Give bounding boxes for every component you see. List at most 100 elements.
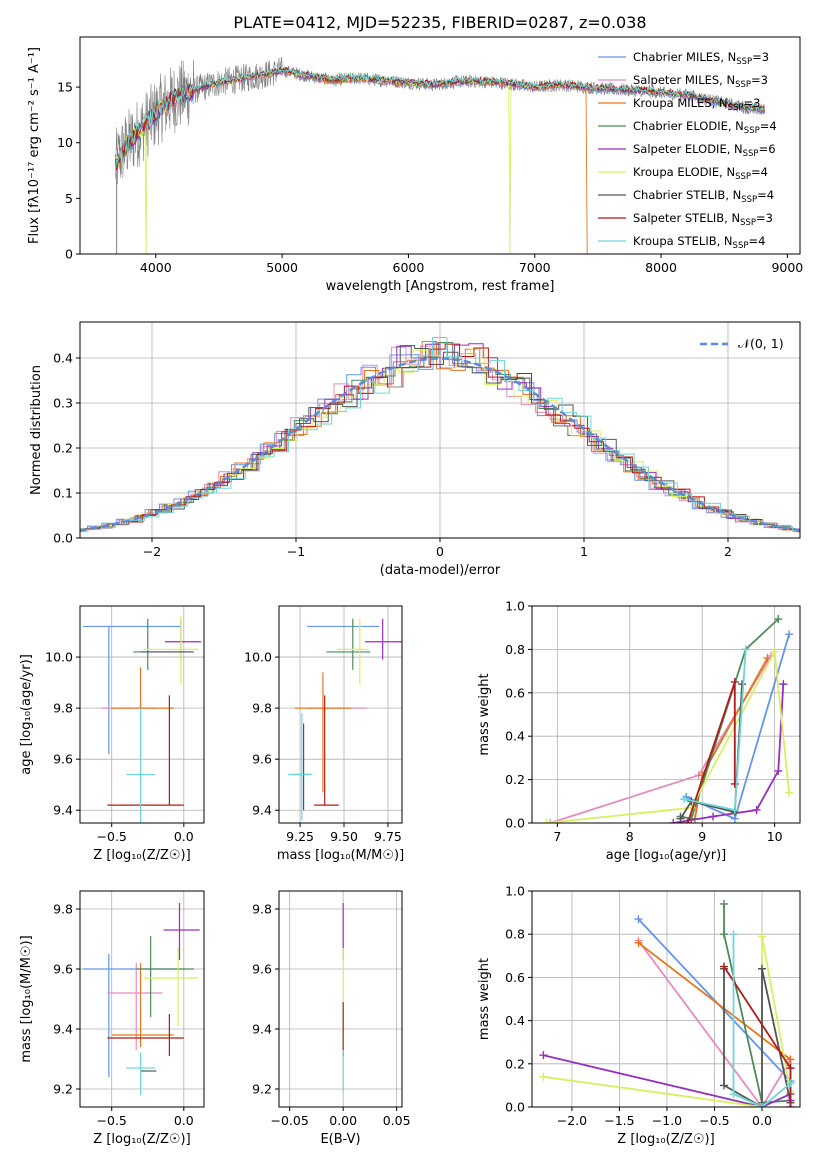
axes-frame xyxy=(531,605,801,824)
y-tick-label: 9.4 xyxy=(252,803,272,818)
y-tick-label: 0.8 xyxy=(505,642,525,657)
legend-label: Kroupa ELODIE, NSSP=4 xyxy=(633,165,768,182)
legend-label: Chabrier MILES, NSSP=3 xyxy=(633,50,769,67)
y-axis-label: Normed distribution xyxy=(29,365,44,495)
axes-frame xyxy=(79,36,801,255)
x-axis-label: Z [log₁₀(Z/Z☉)] xyxy=(617,1132,714,1147)
y-axis-label: age [log₁₀(age/yr)] xyxy=(19,654,34,775)
panel-age-vs-Z: −0.5 0.0 9.4 9.6 9.8 10.0 Z [log₁₀(Z/Z☉)] age [… xyxy=(19,605,205,863)
x-tick-label: 6000 xyxy=(393,260,425,275)
y-tick-label: 9.4 xyxy=(252,1022,272,1037)
x-tick-label: 0.05 xyxy=(383,1113,411,1128)
mass-weight-marker xyxy=(719,899,728,908)
y-tick-label: 0.2 xyxy=(53,441,73,456)
mass-weight-marker xyxy=(786,1103,795,1107)
y-tick-label: 9.8 xyxy=(53,701,73,716)
x-tick-label: 9.25 xyxy=(286,829,314,844)
mass-weight-marker xyxy=(730,677,739,686)
panel-mass-weight-vs-age: 7 8 9 10 0.0 0.2 0.4 0.6 0.8 1.0 age [log₁₀(age/yr… xyxy=(477,599,801,863)
legend: Chabrier MILES, NSSP=3 Salpeter MILES, NS… xyxy=(598,50,777,251)
x-axis-label: Z [log₁₀(Z/Z☉)] xyxy=(93,848,190,863)
axes-frame xyxy=(79,890,205,1108)
mass-weight-marker xyxy=(729,930,738,939)
x-tick-label: −0.5 xyxy=(699,1113,729,1128)
mass-weight-marker xyxy=(757,932,766,941)
x-tick-label: 0.00 xyxy=(329,1113,357,1128)
plot-area xyxy=(82,616,202,823)
panel-mass-vs-Z: −0.5 0.0 9.2 9.4 9.6 9.8 Z [log₁₀(Z/Z☉)] mass [… xyxy=(19,890,205,1147)
x-axis-label: E(B-V) xyxy=(320,1132,360,1147)
mass-weight-marker xyxy=(786,1064,795,1073)
panel-mass-weight-vs-Z: −2.0 −1.5 −1.0 −0.5 0.0 0.0 0.2 0.4 0.6 0.8 1.0 Z [… xyxy=(477,884,801,1147)
y-tick-label: 9.6 xyxy=(53,962,73,977)
x-axis-label: mass [log₁₀(M/M☉)] xyxy=(277,848,404,863)
mass-weight-marker xyxy=(634,915,643,924)
x-tick-label: 8000 xyxy=(645,260,677,275)
mass-weight-marker xyxy=(763,654,772,663)
x-axis-label: wavelength [Angstrom, rest frame] xyxy=(326,279,555,294)
x-tick-label: −1.5 xyxy=(604,1113,634,1128)
mass-weight-marker xyxy=(683,819,692,823)
x-tick-label: −0.5 xyxy=(97,829,127,844)
y-tick-label: 10.0 xyxy=(45,650,73,665)
mass-weight-marker xyxy=(779,680,788,689)
mass-weight-marker xyxy=(669,819,678,823)
mass-weight-marker xyxy=(730,805,739,814)
y-tick-label: 0.6 xyxy=(505,970,525,985)
x-tick-label: −1 xyxy=(287,544,305,559)
mass-weight-line xyxy=(637,940,792,1107)
mass-weight-marker xyxy=(539,1051,548,1060)
y-tick-label: 9.6 xyxy=(53,752,73,767)
mass-weight-marker xyxy=(774,766,783,775)
mass-weight-marker xyxy=(786,1055,795,1064)
y-tick-label: 1.0 xyxy=(505,884,525,899)
y-tick-label: 0.4 xyxy=(505,729,525,744)
y-tick-label: 0 xyxy=(65,247,73,262)
figure-title: PLATE=0412, MJD=52235, FIBERID=0287, z=0… xyxy=(233,13,646,32)
legend-label: 𝒩(0, 1) xyxy=(738,336,784,351)
y-axis-label: mass weight xyxy=(477,673,492,755)
x-tick-label: 9.75 xyxy=(374,829,402,844)
x-axis-label: age [log₁₀(age/yr)] xyxy=(606,848,727,863)
legend-label: Salpeter STELIB, NSSP=3 xyxy=(633,211,773,228)
y-tick-label: 0.3 xyxy=(53,396,73,411)
y-tick-label: 0.0 xyxy=(53,531,73,546)
y-tick-label: 9.8 xyxy=(252,902,272,917)
mass-weight-marker xyxy=(542,819,551,823)
x-tick-label: 0.0 xyxy=(174,829,194,844)
mass-weight-marker xyxy=(719,962,728,971)
x-tick-label: 10 xyxy=(767,829,783,844)
mass-weight-marker xyxy=(729,1090,738,1099)
x-tick-label: −2.0 xyxy=(557,1113,587,1128)
mass-weight-marker xyxy=(730,779,739,788)
panel-age-vs-mass: 9.25 9.50 9.75 9.4 9.6 9.8 10.0 mass [log₁₀(M/M… xyxy=(244,605,404,863)
residual-histogram xyxy=(80,348,800,533)
y-tick-label: 0.8 xyxy=(505,927,525,942)
x-tick-label: 4000 xyxy=(140,260,172,275)
mass-weight-line xyxy=(732,934,792,1107)
y-tick-label: 0.2 xyxy=(505,1056,525,1071)
legend-label: Kroupa STELIB, NSSP=4 xyxy=(633,234,765,251)
y-tick-label: 0.0 xyxy=(505,816,525,831)
y-tick-label: 0.2 xyxy=(505,772,525,787)
y-axis-label: Flux [fλ10⁻¹⁷ erg cm⁻² s⁻¹ A⁻¹] xyxy=(27,47,42,244)
mass-weight-line xyxy=(680,618,779,820)
model-spectrum-line xyxy=(114,66,765,171)
normal-reference-curve xyxy=(80,357,800,532)
x-axis-label: (data-model)/error xyxy=(380,563,501,578)
mass-weight-line xyxy=(685,633,790,820)
panel-residuals: −2 −1 0 1 2 0.0 0.1 0.2 0.3 0.4 (data-model)/error… xyxy=(29,321,801,578)
x-tick-label: 0 xyxy=(436,544,444,559)
mass-weight-marker xyxy=(757,964,766,973)
panel-spectrum: 4000 5000 6000 7000 8000 9000 0 5 10 15 wavelength… xyxy=(27,36,803,294)
mass-weight-marker xyxy=(634,938,643,947)
y-tick-label: 9.4 xyxy=(53,1022,73,1037)
x-tick-label: 2 xyxy=(724,544,732,559)
y-tick-label: 0.1 xyxy=(53,486,73,501)
mass-weight-marker xyxy=(774,615,783,624)
axes-frame xyxy=(531,890,801,1108)
mass-weight-marker xyxy=(738,680,747,689)
plot-area xyxy=(539,899,795,1107)
y-tick-label: 9.2 xyxy=(252,1082,272,1097)
